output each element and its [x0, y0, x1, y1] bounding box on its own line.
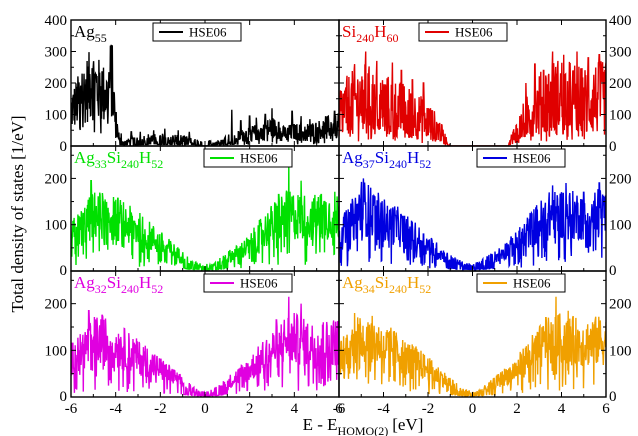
y-tick-label: 100 [45, 343, 68, 359]
y-tick-label: 0 [60, 139, 68, 155]
legend-box [203, 273, 293, 293]
legend-box [476, 273, 566, 293]
panel-label-5: Ag34Si240H52 [342, 273, 431, 296]
y-tick-label-right: 0 [609, 263, 617, 279]
y-tick-label: 400 [45, 13, 68, 29]
x-axis-label-main: E - E [303, 415, 338, 434]
panel-5: Ag34Si240H52 HSE06 [338, 270, 607, 398]
y-tick-label: 0 [60, 263, 68, 279]
y-tick-label-right: 0 [609, 389, 617, 405]
legend-2: HSE06 [203, 148, 293, 168]
x-tick-label: -6 [65, 401, 78, 417]
panel-label-1: Si240H60 [342, 22, 398, 45]
series-line-1 [339, 51, 606, 146]
panel-label-3: Ag37Si240H52 [342, 148, 431, 171]
legend-label: HSE06 [240, 276, 278, 291]
series-line-4 [71, 296, 339, 397]
x-tick-label: 6 [602, 401, 610, 417]
y-tick-label: 200 [45, 297, 68, 313]
y-tick-label-right: 200 [609, 297, 632, 313]
legend-box [152, 22, 242, 42]
legend-label: HSE06 [513, 276, 551, 291]
y-tick-label-right: 300 [609, 45, 632, 61]
y-tick-label-right: 200 [609, 76, 632, 92]
x-tick-label: 6 [335, 401, 343, 417]
panel-3: Ag37Si240H52 HSE06 [338, 145, 607, 272]
x-axis-label-unit: [eV] [392, 415, 423, 434]
panel-label-0: Ag55 [74, 22, 107, 45]
y-tick-label: 0 [60, 389, 68, 405]
x-tick-label: -4 [109, 401, 122, 417]
x-axis-label: E - EHOMO(2) [eV] [303, 415, 424, 436]
x-axis-label-sub: HOMO(2) [338, 424, 389, 436]
legend-label: HSE06 [513, 151, 551, 166]
y-tick-label-right: 200 [609, 171, 632, 187]
panel-4: Ag32Si240H52 HSE06 [70, 270, 340, 398]
y-tick-label: 200 [45, 171, 68, 187]
x-tick-label: 0 [469, 401, 477, 417]
y-tick-label-right: 0 [609, 139, 617, 155]
y-tick-label: 200 [45, 76, 68, 92]
legend-4: HSE06 [203, 273, 293, 293]
legend-label: HSE06 [240, 151, 278, 166]
legend-label: HSE06 [455, 25, 493, 40]
y-tick-label-right: 100 [609, 343, 632, 359]
x-tick-label: -4 [377, 401, 390, 417]
panel-2: Ag33Si240H52 HSE06 [70, 145, 340, 272]
y-tick-label: 100 [45, 218, 68, 234]
x-tick-label: 2 [513, 401, 521, 417]
legend-box [203, 148, 293, 168]
series-line-3 [339, 178, 606, 271]
x-tick-label: -2 [154, 401, 167, 417]
y-tick-label: 100 [45, 108, 68, 124]
legend-1: HSE06 [418, 22, 508, 42]
y-tick-label-right: 400 [609, 13, 632, 29]
series-line-2 [71, 162, 339, 271]
x-tick-label: 2 [246, 401, 254, 417]
legend-5: HSE06 [476, 273, 566, 293]
panel-label-4: Ag32Si240H52 [74, 273, 163, 296]
x-tick-label: 0 [201, 401, 209, 417]
x-tick-label: -6 [333, 401, 346, 417]
series-line-0 [71, 44, 339, 146]
axis-layer: 0100200300400010020030040001002000100200… [45, 13, 632, 417]
series-line-5 [339, 296, 606, 397]
panel-label-2: Ag33Si240H52 [74, 148, 163, 171]
legend-0: HSE06 [152, 22, 242, 42]
panel-0: Ag55 HSE06 [70, 19, 340, 147]
x-tick-label: 4 [291, 401, 299, 417]
y-tick-label-right: 100 [609, 108, 632, 124]
panel-1: Si240H60 HSE06 [338, 19, 607, 147]
legend-box [476, 148, 566, 168]
legend-3: HSE06 [476, 148, 566, 168]
x-tick-label: 4 [558, 401, 566, 417]
legend-label: HSE06 [189, 25, 227, 40]
y-tick-label: 300 [45, 45, 68, 61]
y-tick-label-right: 100 [609, 218, 632, 234]
y-axis-label: Total density of states [1/eV] [8, 115, 27, 312]
legend-box [418, 22, 508, 42]
x-tick-label: -2 [422, 401, 435, 417]
